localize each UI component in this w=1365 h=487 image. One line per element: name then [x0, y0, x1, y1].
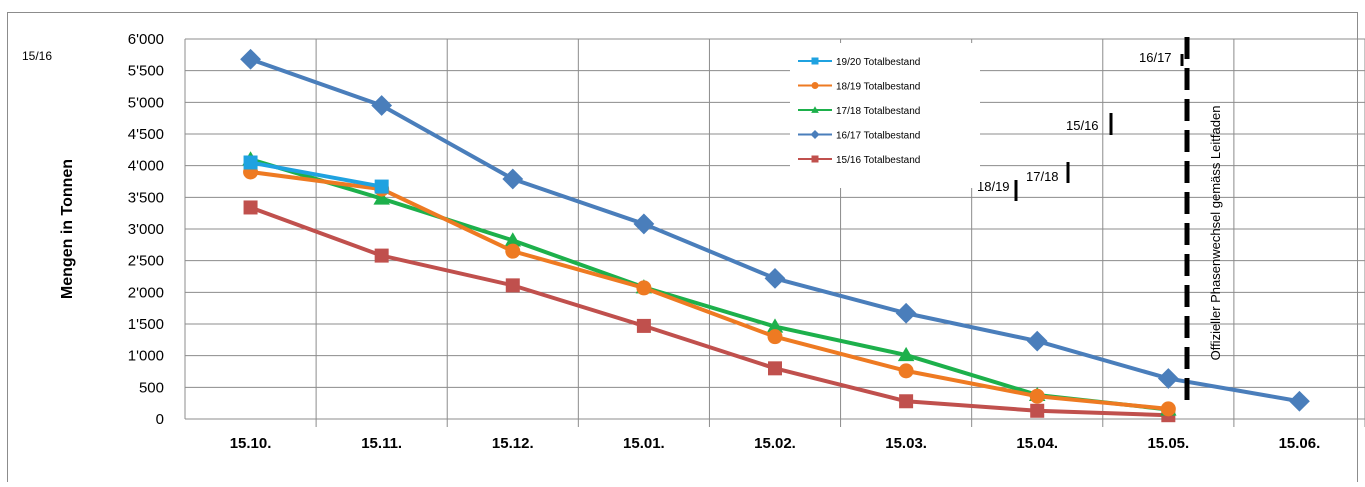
annotation-label: 18/19 [977, 179, 1010, 194]
data-point [766, 318, 784, 333]
y-tick-label: 0 [156, 411, 164, 428]
phase-annotation: Offizieller Phasenwechsel gemäss Leitfad… [977, 37, 1223, 402]
data-point [505, 243, 521, 259]
legend-label: 16/17 Totalbestand [836, 131, 920, 142]
y-axis-title: Mengen in Tonnen [59, 159, 76, 299]
data-point [636, 318, 651, 333]
data-point [374, 179, 389, 194]
data-point [374, 248, 389, 263]
y-tick-label: 5'000 [128, 94, 164, 111]
data-point [371, 95, 393, 116]
y-tick-label: 4'500 [128, 126, 164, 143]
annotation-label: 15/16 [1066, 118, 1099, 133]
y-tick-label: 5'500 [128, 63, 164, 80]
data-point [764, 268, 786, 289]
data-point [811, 155, 819, 163]
data-point [811, 82, 819, 89]
data-point [811, 57, 819, 65]
data-point [505, 278, 520, 293]
data-point [768, 361, 782, 376]
x-tick-label: 15.10. [230, 435, 272, 452]
x-tick-label: 15.05. [1147, 435, 1189, 452]
legend-label: 19/20 Totalbestand [836, 57, 920, 68]
phase-change-label: Offizieller Phasenwechsel gemäss Leitfad… [1208, 106, 1223, 361]
corner-label: 15/16 [22, 49, 52, 63]
y-tick-label: 500 [139, 379, 164, 396]
data-point [633, 213, 655, 235]
data-point [1160, 401, 1176, 417]
data-point [636, 280, 652, 296]
series-16-17 [240, 48, 1310, 412]
data-point [1029, 388, 1045, 404]
data-point [1026, 330, 1048, 352]
series-group [240, 48, 1310, 423]
x-tick-label: 15.03. [885, 435, 927, 452]
y-tick-label: 3'500 [128, 189, 164, 206]
data-point [1157, 368, 1179, 389]
series-line [250, 170, 1169, 411]
x-tick-label: 15.06. [1279, 435, 1321, 452]
legend-label: 15/16 Totalbestand [836, 155, 920, 166]
data-point [240, 48, 261, 70]
data-point [1289, 390, 1310, 412]
data-point [504, 232, 522, 247]
data-point [502, 168, 524, 190]
y-tick-label: 4'000 [128, 158, 164, 175]
x-tick-label: 15.11. [361, 435, 402, 452]
x-tick-label: 15.02. [754, 435, 796, 452]
data-point [243, 155, 258, 170]
series-line [249, 157, 1169, 412]
legend-label: 17/18 Totalbestand [836, 106, 920, 117]
y-tick-label: 2'500 [128, 253, 164, 270]
annotation-label: 17/18 [1026, 169, 1059, 184]
data-point [810, 129, 820, 140]
x-tick-label: 15.04. [1016, 435, 1058, 452]
y-tick-label: 6'000 [128, 31, 164, 48]
data-point [898, 363, 914, 379]
legend-box [790, 43, 980, 188]
y-tick-label: 2'000 [128, 284, 164, 301]
data-point [899, 394, 914, 409]
data-point [1030, 403, 1045, 418]
data-point [811, 106, 819, 113]
legend-label: 18/19 Totalbestand [836, 82, 920, 93]
x-tick-label: 15.12. [492, 435, 534, 452]
legend: 19/20 Totalbestand 18/19 Totalbestand 17/1… [790, 43, 980, 188]
data-point [243, 200, 258, 215]
y-tick-label: 1'500 [128, 316, 164, 333]
annotation-label: 16/17 [1139, 50, 1172, 65]
y-tick-label: 1'000 [128, 348, 164, 365]
chart-border [7, 12, 1358, 483]
x-tick-label: 15.01. [623, 435, 665, 452]
data-point [897, 346, 915, 362]
series-line [250, 160, 383, 189]
data-point [767, 329, 783, 345]
data-point [895, 302, 917, 324]
y-tick-label: 3'000 [128, 221, 164, 238]
data-point [373, 190, 390, 205]
series-line [249, 205, 1169, 418]
series-18-19 [243, 164, 1176, 417]
series-19-20 [243, 155, 389, 194]
y-axis: 0 500 1'000 1'500 2'000 2'500 3'000 3'500 4'000 4… [128, 31, 186, 428]
